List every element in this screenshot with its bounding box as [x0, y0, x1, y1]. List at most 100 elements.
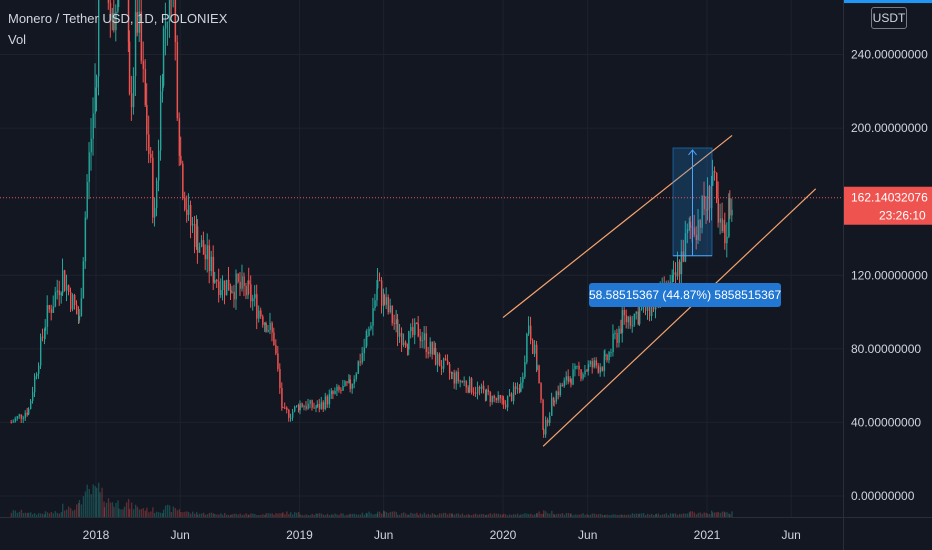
volume-bar: [642, 513, 645, 517]
candle-body: [576, 365, 578, 367]
volume-bar: [637, 513, 640, 517]
candle-body: [474, 392, 477, 394]
candle-body: [166, 21, 169, 23]
volume-bar: [90, 494, 92, 517]
volume-bar: [351, 513, 354, 517]
volume-bar: [237, 514, 239, 517]
volume-bar: [231, 514, 233, 517]
volume-bar: [118, 508, 120, 517]
candle-body: [128, 41, 131, 94]
candle-body: [35, 373, 38, 377]
volume-bar: [621, 514, 624, 517]
candle-body: [29, 400, 32, 409]
volume-bar: [522, 514, 524, 517]
volume-bar: [684, 513, 687, 517]
candle-body: [695, 234, 698, 241]
time-tick-label: Jun: [374, 528, 393, 542]
candle-body: [134, 12, 137, 77]
volume-bar: [229, 514, 232, 517]
candle-body: [640, 307, 643, 310]
volume-bar: [282, 512, 284, 517]
volume-bar: [252, 513, 254, 517]
candle-body: [78, 315, 81, 321]
volume-bar: [691, 511, 694, 517]
volume-bar: [429, 514, 432, 517]
volume-bar: [223, 512, 226, 517]
candle-body: [478, 386, 481, 389]
volume-bar: [623, 514, 626, 517]
candle-body: [290, 417, 292, 419]
volume-bar: [427, 513, 430, 517]
price-axis: 520480.00000000440.00000000320.000000002…: [851, 48, 928, 503]
volume-bar: [401, 513, 403, 517]
volume-bar: [652, 515, 655, 517]
candle-body: [332, 391, 334, 394]
candle-body: [92, 113, 94, 139]
candle-body: [425, 333, 428, 352]
volume-bar: [48, 513, 51, 517]
volume-bar: [340, 513, 342, 517]
volume-indicator-label[interactable]: Vol: [8, 32, 27, 47]
volume-bar: [501, 514, 504, 517]
volume-bar: [495, 513, 498, 517]
volume-bar: [516, 513, 519, 517]
candle-body: [451, 372, 454, 374]
volume-bar: [629, 514, 632, 517]
candle-body: [204, 254, 207, 260]
volume-bar: [94, 486, 96, 517]
volume-bar: [80, 504, 83, 517]
candle-body: [453, 372, 456, 384]
volume-bar: [98, 482, 100, 517]
volume-bar: [127, 498, 130, 517]
volume-bar: [27, 512, 30, 517]
volume-bar: [265, 513, 267, 517]
candle-body: [322, 402, 325, 409]
candle-body: [262, 316, 264, 325]
volume-bar: [383, 511, 386, 517]
volume-bar: [241, 514, 243, 517]
volume-bar: [393, 511, 396, 517]
last-price-label-box: [844, 186, 932, 225]
volume-bar: [510, 515, 513, 517]
volume-bar: [363, 514, 366, 517]
volume-bar: [24, 512, 27, 517]
symbol-title: Monero / Tether USD, 1D, POLONIEX: [8, 11, 228, 26]
volume-bar: [508, 514, 511, 517]
volume-bar: [644, 515, 647, 517]
volume-bar: [407, 514, 409, 517]
candle-body: [563, 380, 566, 387]
volume-bar: [616, 514, 618, 517]
volume-bar: [250, 513, 252, 517]
currency-unit-button[interactable]: USDT: [871, 7, 907, 29]
candle-body: [233, 291, 235, 300]
candle-body: [536, 365, 538, 370]
volume-bar: [446, 514, 449, 517]
volume-bar: [357, 514, 360, 517]
candle-body: [359, 361, 362, 363]
candle-body: [269, 322, 271, 331]
volume-bar: [631, 513, 634, 517]
volume-bar: [650, 513, 653, 517]
candle-body: [313, 407, 315, 409]
volume-bar: [470, 515, 473, 517]
last-price-label: 162.14032076: [851, 191, 928, 205]
volume-bar: [559, 514, 562, 517]
volume-bar: [162, 509, 165, 517]
volume-bar: [148, 512, 150, 517]
volume-bar: [107, 498, 110, 517]
volume-bar: [627, 514, 630, 517]
volume-bar: [572, 515, 574, 517]
candle-body: [301, 403, 303, 408]
candle-body: [597, 365, 600, 373]
volume-bar: [103, 501, 105, 517]
candle-body: [587, 364, 590, 371]
candle-body: [206, 245, 209, 260]
volume-bar: [328, 515, 331, 517]
volume-bar: [140, 509, 143, 517]
candle-body: [187, 204, 190, 215]
volume-bar: [448, 513, 451, 517]
volume-bar: [601, 514, 604, 517]
candle-body: [138, 11, 141, 33]
volume-bar: [63, 510, 66, 517]
